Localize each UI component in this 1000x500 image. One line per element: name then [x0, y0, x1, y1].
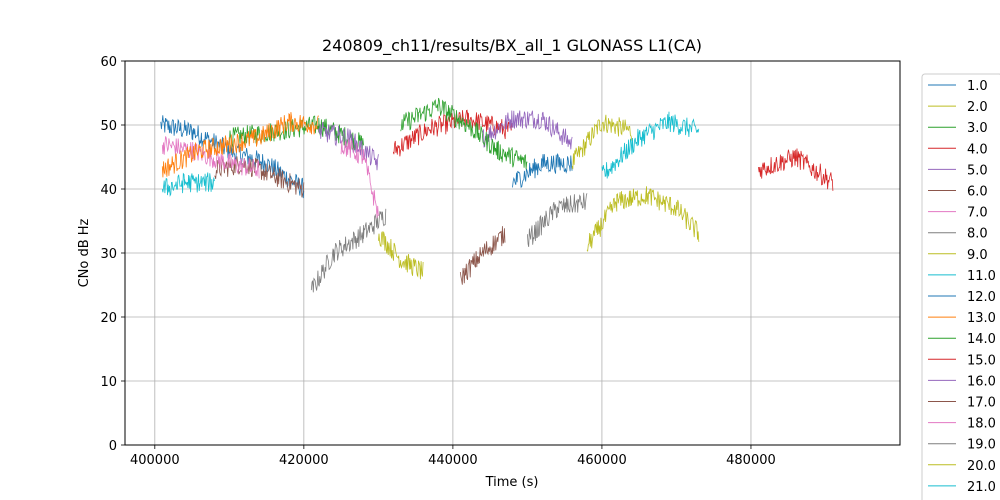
- series-line-20-0: [586, 186, 700, 253]
- x-tick-label: 440000: [428, 453, 478, 468]
- y-axis-label: CNo dB Hz: [77, 218, 92, 287]
- legend-label: 15.0: [967, 353, 996, 368]
- legend-label: 16.0: [967, 374, 996, 389]
- legend: 1.0 2.0 3.0 4.0 5.0 6.0 7.0 8.0 9.0 11.0 12.0 13.0 1…: [921, 73, 1000, 500]
- series-line-9-0: [378, 231, 424, 280]
- x-tick-label: 480000: [726, 453, 776, 468]
- y-axis: 0 10 20 30 40 50 60: [100, 55, 125, 454]
- chart-title: 240809_ch11/results/BX_all_1 GLONASS L1(…: [322, 36, 702, 56]
- y-tick-label: 10: [100, 375, 117, 390]
- x-axis: 400000 420000 440000 460000 480000: [130, 445, 776, 468]
- series-line-15-0: [758, 148, 834, 191]
- series-line-4-0: [392, 109, 513, 157]
- x-axis-label: Time (s): [485, 475, 539, 490]
- legend-label: 11.0: [967, 269, 996, 284]
- legend-label: 7.0: [967, 206, 988, 221]
- x-tick-label: 400000: [130, 453, 180, 468]
- legend-label: 14.0: [967, 332, 996, 347]
- legend-label: 17.0: [967, 396, 996, 411]
- series-line-11-0: [601, 111, 700, 179]
- legend-label: 19.0: [967, 438, 996, 453]
- series-line-5-0: [482, 110, 573, 150]
- legend-label: 21.0: [967, 480, 996, 495]
- series-line-2-0: [571, 114, 633, 170]
- y-tick-label: 50: [100, 119, 117, 134]
- series-line-12-0: [512, 153, 573, 189]
- series-layer: [160, 97, 834, 293]
- legend-label: 18.0: [967, 417, 996, 432]
- legend-label: 5.0: [967, 163, 988, 178]
- series-line-19-0: [527, 192, 588, 247]
- legend-label: 6.0: [967, 185, 988, 200]
- legend-label: 12.0: [967, 290, 996, 305]
- series-line-21-0: [161, 172, 215, 197]
- legend-label: 2.0: [967, 100, 988, 115]
- series-line-8-0: [310, 208, 387, 293]
- series-line-18-0: [340, 138, 379, 219]
- legend-label: 9.0: [967, 248, 988, 263]
- legend-label: 4.0: [967, 142, 988, 157]
- legend-label: 3.0: [967, 121, 988, 136]
- legend-box: [921, 73, 1000, 500]
- legend-label: 20.0: [967, 459, 996, 474]
- series-line-13-0: [161, 112, 319, 178]
- legend-label: 8.0: [967, 227, 988, 242]
- legend-label: 1.0: [967, 79, 988, 94]
- y-tick-label: 60: [100, 55, 117, 70]
- series-line-14-0: [400, 97, 528, 170]
- x-tick-label: 460000: [577, 453, 627, 468]
- legend-label: 13.0: [967, 311, 996, 326]
- y-tick-label: 0: [109, 439, 117, 454]
- series-line-17-0: [459, 226, 506, 285]
- y-tick-label: 30: [100, 247, 117, 262]
- y-tick-label: 40: [100, 183, 117, 198]
- x-tick-label: 420000: [279, 453, 329, 468]
- y-tick-label: 20: [100, 311, 117, 326]
